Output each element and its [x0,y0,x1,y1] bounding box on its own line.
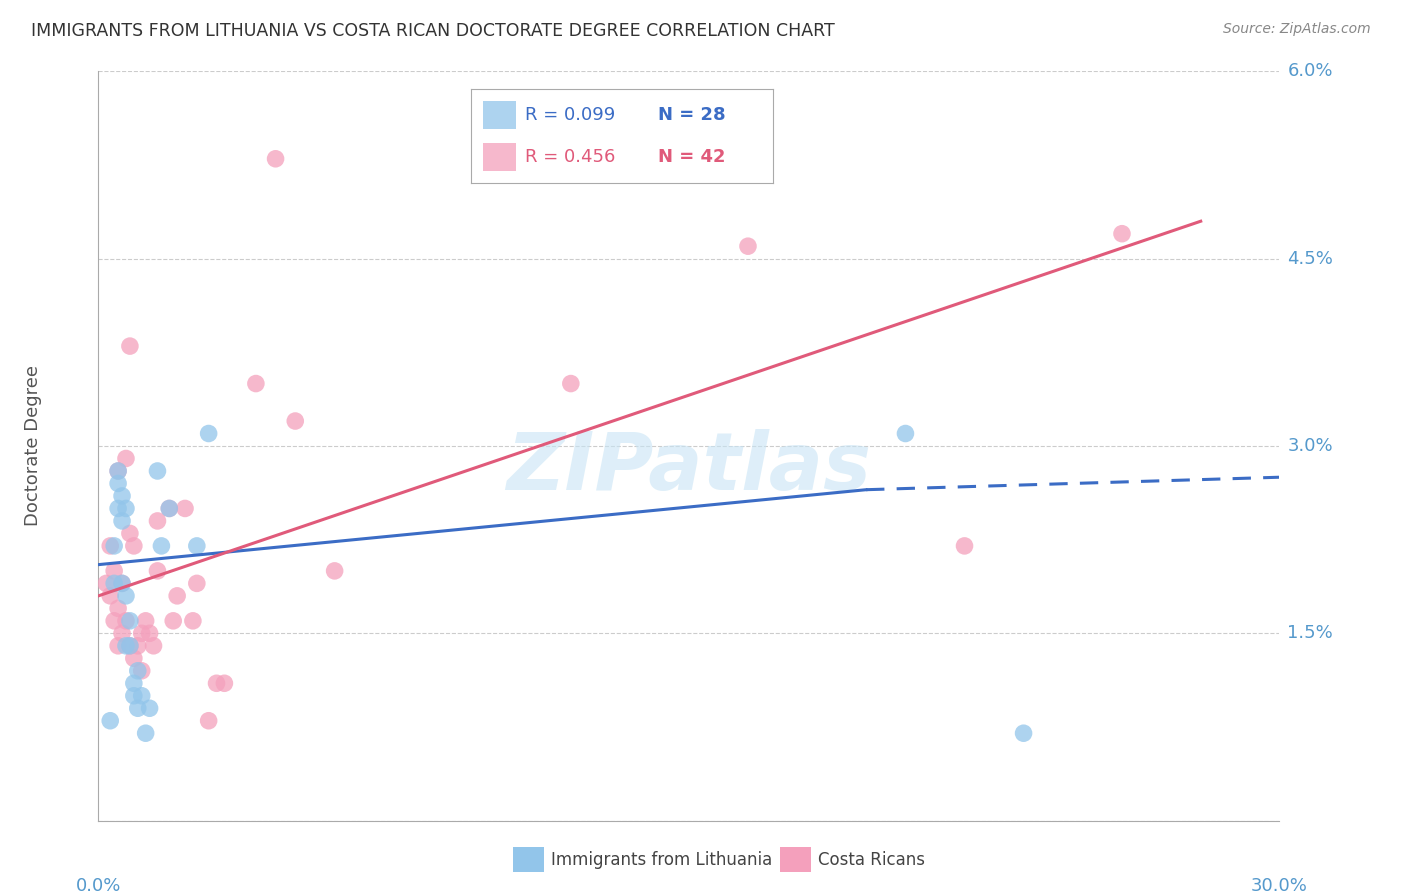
Point [127,639,149,653]
Point [115,614,138,628]
Text: N = 42: N = 42 [658,148,725,166]
Text: 0.0%: 0.0% [76,877,121,892]
Point [1012,726,1035,740]
Point [323,564,346,578]
Point [122,676,145,690]
Point [98,539,121,553]
Point [111,489,134,503]
Point [135,726,157,740]
Point [111,576,134,591]
Point [103,576,125,591]
Text: Immigrants from Lithuania: Immigrants from Lithuania [551,851,772,869]
Text: Doctorate Degree: Doctorate Degree [24,366,42,526]
Text: R = 0.456: R = 0.456 [526,148,616,166]
Point [146,514,169,528]
Point [107,464,129,478]
Bar [484,143,516,170]
Text: IMMIGRANTS FROM LITHUANIA VS COSTA RICAN DOCTORATE DEGREE CORRELATION CHART: IMMIGRANTS FROM LITHUANIA VS COSTA RICAN… [31,22,835,40]
Point [264,152,287,166]
Point [131,689,153,703]
Point [146,464,169,478]
Point [197,426,219,441]
Point [111,576,134,591]
Point [103,539,125,553]
Point [118,614,141,628]
Point [103,614,125,628]
Point [107,639,129,653]
Point [284,414,307,428]
Text: ZIPatlas: ZIPatlas [506,429,872,508]
Text: R = 0.099: R = 0.099 [526,106,616,124]
Bar [484,102,516,129]
Point [162,614,184,628]
Point [181,614,204,628]
Point [166,589,188,603]
Point [157,501,180,516]
Text: N = 28: N = 28 [658,106,725,124]
Point [98,714,121,728]
Point [96,576,118,591]
Point [142,639,165,653]
Text: Costa Ricans: Costa Ricans [818,851,925,869]
Point [146,564,169,578]
Text: 6.0%: 6.0% [1288,62,1333,80]
Point [157,501,180,516]
Point [186,539,208,553]
Point [111,626,134,640]
Point [107,464,129,478]
Point [953,539,976,553]
Point [107,501,129,516]
Point [197,714,219,728]
Text: 30.0%: 30.0% [1251,877,1308,892]
Point [205,676,228,690]
Point [138,626,160,640]
Point [118,526,141,541]
Point [127,664,149,678]
Point [98,589,121,603]
Point [127,701,149,715]
Point [150,539,173,553]
Point [122,689,145,703]
Point [894,426,917,441]
Point [115,589,138,603]
Point [115,451,138,466]
Point [135,614,157,628]
Point [107,601,129,615]
Point [737,239,759,253]
Text: 4.5%: 4.5% [1288,250,1333,268]
Text: 1.5%: 1.5% [1288,624,1333,642]
Point [1111,227,1133,241]
Text: 3.0%: 3.0% [1288,437,1333,455]
Point [115,639,138,653]
Point [122,651,145,665]
Point [131,626,153,640]
Point [174,501,197,516]
Point [118,339,141,353]
Point [186,576,208,591]
Point [111,514,134,528]
Point [214,676,236,690]
Point [118,639,141,653]
Point [115,501,138,516]
Point [560,376,582,391]
Point [118,639,141,653]
Point [103,564,125,578]
Point [107,476,129,491]
Point [138,701,160,715]
Point [245,376,267,391]
Point [131,664,153,678]
Text: Source: ZipAtlas.com: Source: ZipAtlas.com [1223,22,1371,37]
Point [122,539,145,553]
